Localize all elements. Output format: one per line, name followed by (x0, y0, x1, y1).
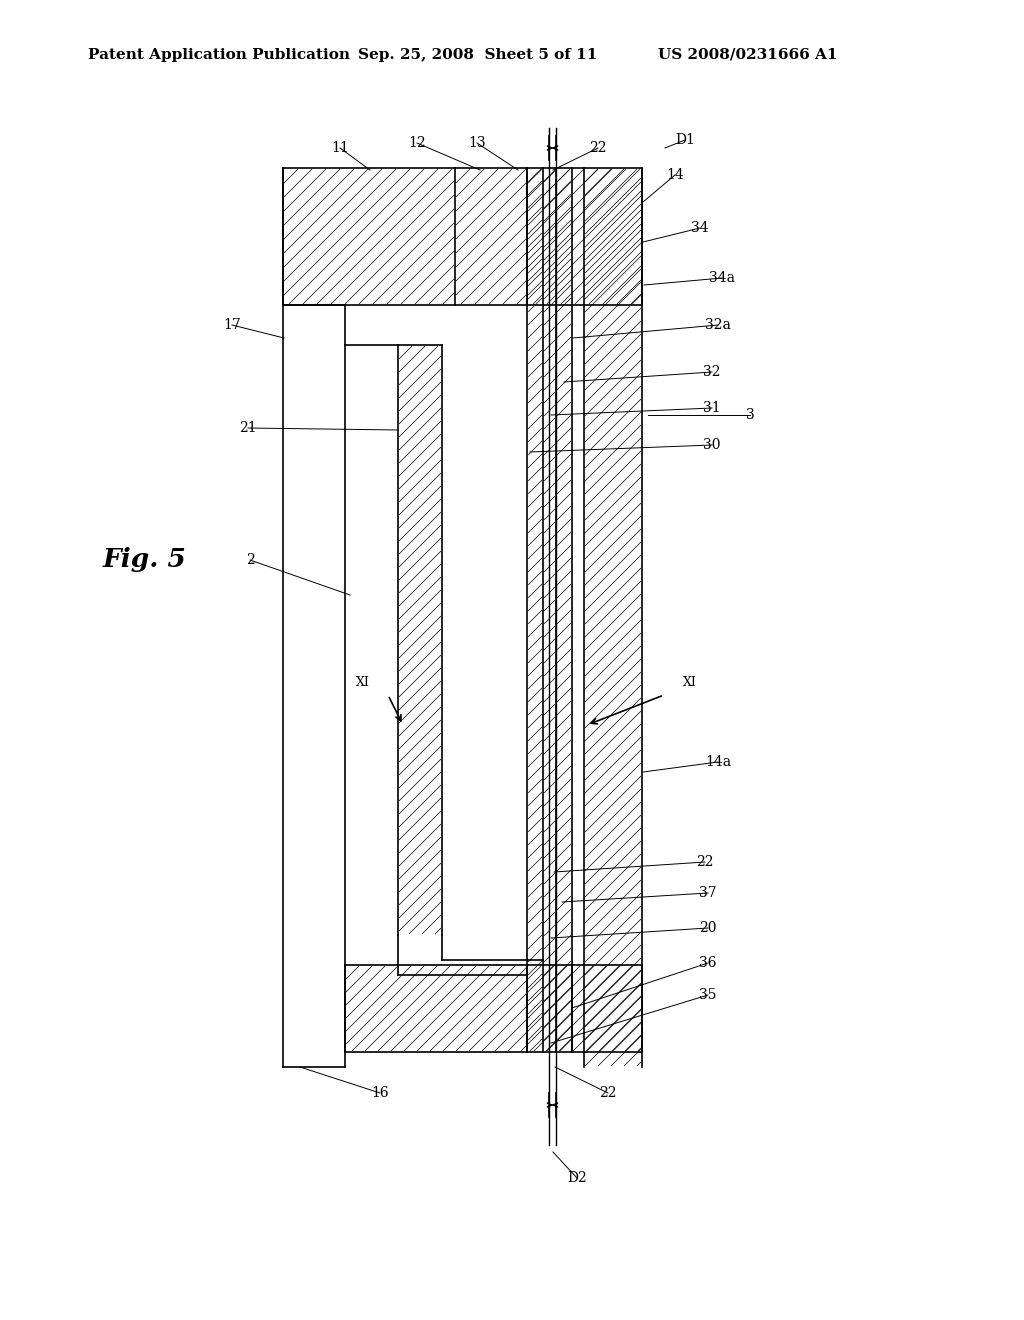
Text: US 2008/0231666 A1: US 2008/0231666 A1 (658, 48, 838, 62)
Text: 22: 22 (599, 1086, 616, 1100)
Text: 30: 30 (703, 438, 721, 451)
Text: 21: 21 (240, 421, 257, 436)
Text: 32: 32 (703, 366, 721, 379)
Text: 36: 36 (699, 956, 717, 970)
Text: 3: 3 (745, 408, 755, 422)
Text: Fig. 5: Fig. 5 (103, 548, 186, 573)
Text: 34a: 34a (709, 271, 735, 285)
Text: 14: 14 (667, 168, 684, 182)
Text: 14a: 14a (705, 755, 731, 770)
Text: 12: 12 (409, 136, 426, 150)
Text: 22: 22 (696, 855, 714, 869)
Text: D1: D1 (675, 133, 695, 147)
Text: Patent Application Publication: Patent Application Publication (88, 48, 350, 62)
Text: XI: XI (683, 676, 697, 689)
Text: 35: 35 (699, 987, 717, 1002)
Text: D2: D2 (567, 1171, 587, 1185)
Text: 32a: 32a (706, 318, 731, 333)
Text: 17: 17 (223, 318, 241, 333)
Text: 2: 2 (246, 553, 254, 568)
Text: 13: 13 (468, 136, 485, 150)
Text: 20: 20 (699, 921, 717, 935)
Text: 37: 37 (699, 886, 717, 900)
Text: 22: 22 (589, 141, 607, 154)
Text: XI: XI (356, 676, 370, 689)
Text: Sep. 25, 2008  Sheet 5 of 11: Sep. 25, 2008 Sheet 5 of 11 (358, 48, 597, 62)
Text: 11: 11 (331, 141, 349, 154)
Text: 31: 31 (703, 401, 721, 414)
Text: 34: 34 (691, 220, 709, 235)
Text: 16: 16 (371, 1086, 389, 1100)
